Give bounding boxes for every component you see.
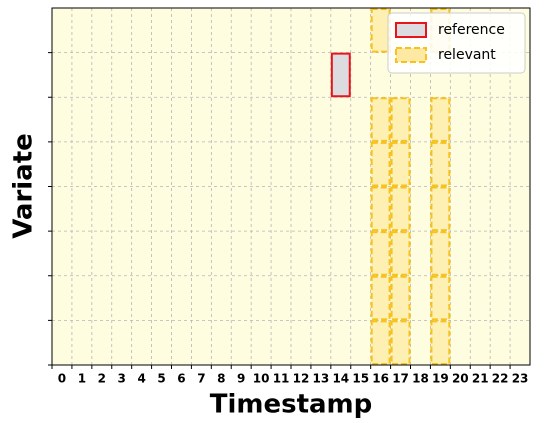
relevant-cell [390,97,411,142]
x-tick-label: 10 [253,372,270,386]
relevant-cell [430,275,451,321]
legend-swatch [395,22,427,38]
relevant-cell [390,275,411,321]
relevant-cell [430,320,451,365]
x-tick-label: 1 [78,372,86,386]
relevant-cell [370,231,391,276]
relevant-cell [370,186,391,232]
relevant-cell [390,320,411,365]
x-tick-label: 17 [392,372,409,386]
x-tick-label: 23 [512,372,529,386]
x-tick-label: 22 [492,372,509,386]
x-tick-label: 0 [58,372,66,386]
x-tick-label: 18 [412,372,429,386]
x-tick-label: 7 [197,372,205,386]
x-tick-label: 5 [157,372,165,386]
relevant-cell [390,231,411,276]
relevant-cell [430,97,451,142]
legend-label: reference [438,22,505,38]
x-tick-label: 15 [352,372,369,386]
relevant-cell [370,141,391,187]
x-tick-label: 9 [237,372,245,386]
x-tick-label: 12 [293,372,310,386]
relevant-cell [370,8,391,53]
x-tick-label: 8 [217,372,225,386]
x-tick-label: 19 [432,372,449,386]
x-tick-label: 11 [273,372,290,386]
y-axis-title: Variate [9,133,39,239]
x-tick-label: 21 [472,372,489,386]
x-tick-label: 2 [98,372,106,386]
legend-swatch [395,47,427,63]
relevant-cell [430,141,451,187]
relevant-cell [390,186,411,232]
legend-label: relevant [438,47,496,63]
relevant-cell [370,97,391,142]
relevant-cell [390,141,411,187]
x-tick-label: 16 [372,372,389,386]
relevant-cell [370,275,391,321]
x-tick-label: 14 [332,372,349,386]
relevant-cell [430,186,451,232]
relevant-cell [430,231,451,276]
x-tick-label: 4 [137,372,145,386]
x-tick-label: 6 [177,372,185,386]
relevant-cell [370,320,391,365]
reference-cell [330,52,351,98]
x-tick-label: 20 [452,372,469,386]
x-tick-label: 3 [118,372,126,386]
x-tick-label: 13 [313,372,330,386]
x-axis-title: Timestamp [210,390,373,420]
